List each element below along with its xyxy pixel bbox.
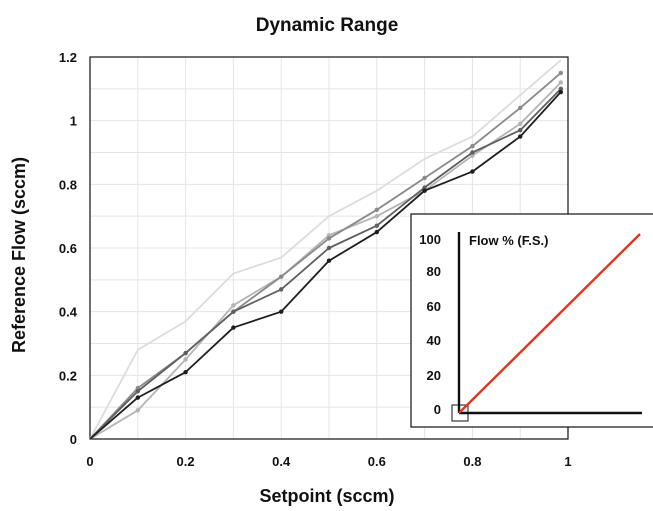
series-5-point <box>279 309 284 314</box>
series-4-point <box>183 350 188 356</box>
main-series-group <box>89 59 564 440</box>
series-2-point <box>558 80 564 85</box>
x-tick-label: 0.6 <box>368 454 386 469</box>
series-2-point <box>231 303 236 308</box>
y-axis-label: Reference Flow (sccm) <box>9 157 29 353</box>
series-5-point <box>183 369 188 375</box>
chart-title: Dynamic Range <box>256 15 399 36</box>
series-2-point <box>326 233 332 238</box>
y-tick-label: 1 <box>70 114 77 129</box>
y-tick-label: 0.8 <box>59 177 77 192</box>
y-tick-label: 0.4 <box>59 305 78 320</box>
inset-y-axis-label: Flow % (F.S.) <box>469 233 548 248</box>
x-axis-label: Setpoint (sccm) <box>259 486 394 506</box>
series-2-point <box>470 153 475 158</box>
inset-series-group <box>458 233 641 414</box>
series-3-point <box>326 236 332 241</box>
series-5-point <box>422 188 427 193</box>
inset-y-tick-label: 20 <box>427 368 441 383</box>
x-tick-labels: 0 0.2 0.4 0.6 0.8 1 <box>86 454 571 469</box>
inset-y-tick-label: 80 <box>427 264 441 279</box>
series-5-point <box>558 89 564 95</box>
series-3-point <box>518 105 523 111</box>
y-tick-labels: 0 0.2 0.4 0.6 0.8 1 1.2 <box>59 50 78 447</box>
series-3-point <box>135 385 140 391</box>
series-4-point <box>518 128 523 133</box>
series-5-point <box>470 169 475 174</box>
series-2-point <box>374 213 379 219</box>
inset-chart: 100 80 60 40 20 0 Flow % (F.S.) <box>410 213 653 428</box>
series-3-point <box>470 143 475 149</box>
series-3-point <box>422 175 427 181</box>
series-5-point <box>326 258 332 263</box>
y-tick-label: 0.6 <box>59 241 77 256</box>
inset-y-tick-label: 40 <box>427 333 441 348</box>
inset-series-line <box>458 233 641 414</box>
series-line-1 <box>89 59 562 440</box>
series-5-point <box>374 229 379 235</box>
inset-frame <box>410 213 653 428</box>
x-tick-label: 0.4 <box>272 454 291 469</box>
series-2-point <box>135 408 140 413</box>
series-4-point <box>470 150 475 155</box>
series-4-point <box>326 245 332 251</box>
series-4-point <box>374 223 379 228</box>
series-2-point <box>518 121 523 127</box>
series-5-point <box>518 134 523 139</box>
y-tick-label: 0 <box>70 432 77 447</box>
x-tick-label: 0 <box>86 454 93 469</box>
inset-y-tick-labels: 100 80 60 40 20 0 <box>419 232 441 417</box>
x-tick-label: 1 <box>564 454 571 469</box>
series-4-point <box>558 86 564 92</box>
series-4-point <box>422 185 427 190</box>
x-tick-label: 0.2 <box>177 454 195 469</box>
series-4-point <box>135 389 140 394</box>
y-tick-label: 1.2 <box>59 50 77 65</box>
series-5-point <box>231 325 236 330</box>
inset-origin-zoom-box <box>451 404 469 422</box>
series-2-point <box>183 357 188 362</box>
series-3-point <box>558 70 564 76</box>
series-3-point <box>279 274 284 279</box>
series-5-point <box>135 395 140 400</box>
series-3-point <box>374 207 379 212</box>
x-tick-label: 0.8 <box>463 454 481 469</box>
series-4-point <box>231 309 236 314</box>
series-4-point <box>279 287 284 292</box>
y-tick-label: 0.2 <box>59 368 77 383</box>
inset-y-tick-label: 60 <box>427 299 441 314</box>
inset-y-tick-label: 100 <box>419 232 441 247</box>
inset-y-tick-label: 0 <box>434 402 441 417</box>
